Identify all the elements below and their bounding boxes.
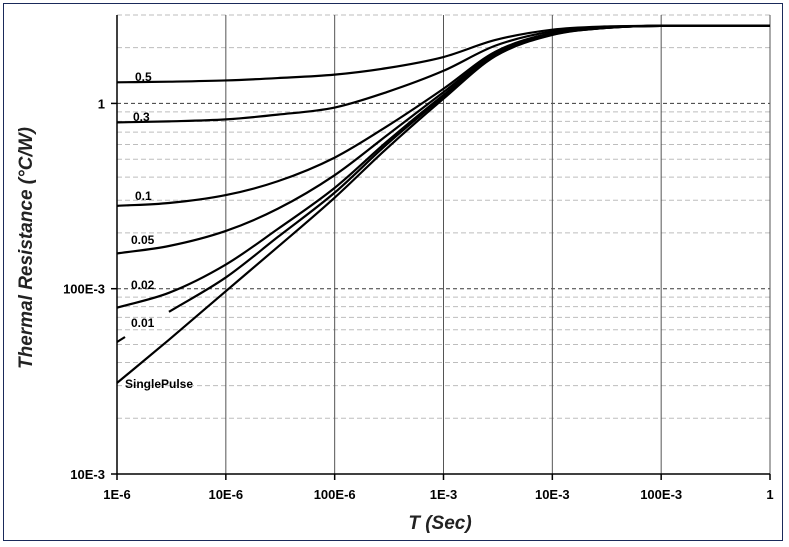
x-axis-ticks: 1E-6 10E-6 100E-6 1E-3 10E-3 100E-3 1 [103,474,774,502]
series-label-0.05: 0.05 [131,233,155,247]
series-label-0.1: 0.1 [135,189,152,203]
x-tick-label: 10E-3 [535,487,570,502]
x-tick-label: 100E-6 [314,487,356,502]
series-label-SinglePulse: SinglePulse [125,377,193,391]
y-tick-label: 100E-3 [63,282,105,297]
series-label-0.3: 0.3 [133,110,150,124]
x-tick-label: 1E-3 [430,487,457,502]
chart-frame [3,3,783,541]
series-lines [116,24,770,384]
series-label-0.01: 0.01 [131,316,155,330]
series-label-0.02: 0.02 [131,278,155,292]
x-tick-label: 1 [766,487,773,502]
series-line-SinglePulse [116,24,770,384]
y-axis-title: Thermal Resistance (°C/W) [16,127,37,369]
major-gridlines [116,15,771,475]
y-tick-label: 1 [98,96,105,111]
x-axis-title: T (Sec) [408,513,471,534]
y-axis-ticks: 10E-3 100E-3 1 [63,96,117,482]
x-tick-label: 10E-6 [208,487,243,502]
x-tick-label: 1E-6 [103,487,130,502]
series-0.01-start-stub [116,336,126,343]
series-label-0.5: 0.5 [135,70,152,84]
y-tick-label: 10E-3 [70,467,105,482]
series-labels: 0.5 0.3 0.1 0.05 0.02 0.01 SinglePulse [125,70,193,391]
x-tick-label: 100E-3 [640,487,682,502]
